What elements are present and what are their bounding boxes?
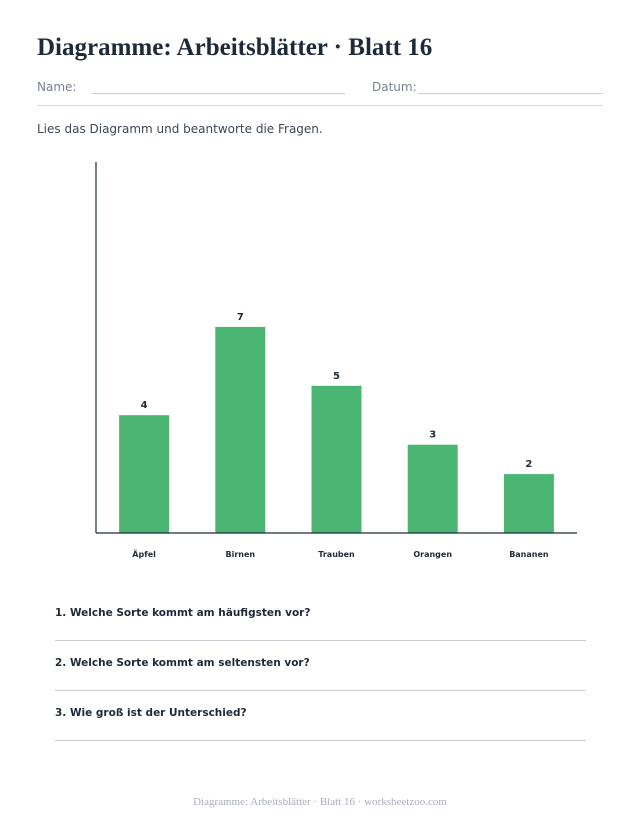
bar-4	[407, 444, 458, 533]
header-divider	[37, 105, 603, 106]
bar-2	[215, 326, 266, 533]
question-2: 2. Welche Sorte kommt am seltensten vor?	[55, 657, 310, 669]
category-label-2: Birnen	[225, 550, 255, 559]
data-label-5: 2	[525, 459, 532, 470]
bar-3	[311, 385, 362, 533]
category-label-4: Orangen	[413, 550, 452, 559]
date-label: Datum:	[372, 80, 417, 94]
question-3: 3. Wie groß ist der Unterschied?	[55, 707, 247, 719]
answer-line-2[interactable]	[55, 690, 586, 691]
instructions: Lies das Diagramm und beantworte die Fra…	[37, 122, 323, 136]
category-label-1: Äpfel	[132, 549, 156, 559]
data-label-4: 3	[429, 430, 436, 441]
page-title: Diagramme: Arbeitsblätter · Blatt 16	[37, 34, 433, 61]
category-label-5: Bananen	[509, 550, 549, 559]
name-label: Name:	[37, 80, 77, 94]
data-label-3: 5	[333, 371, 340, 382]
answer-line-3[interactable]	[55, 740, 586, 741]
question-1: 1. Welche Sorte kommt am häufigsten vor?	[55, 607, 311, 619]
bar-1	[119, 415, 170, 533]
data-label-2: 7	[237, 312, 244, 323]
answer-line-1[interactable]	[55, 640, 586, 641]
name-field-line[interactable]	[92, 93, 345, 94]
data-label-1: 4	[141, 400, 148, 411]
bar-5	[503, 474, 554, 533]
date-field-line[interactable]	[418, 93, 603, 94]
footer: Diagramme: Arbeitsblätter · Blatt 16 · w…	[193, 796, 447, 808]
category-label-3: Trauben	[318, 550, 355, 559]
